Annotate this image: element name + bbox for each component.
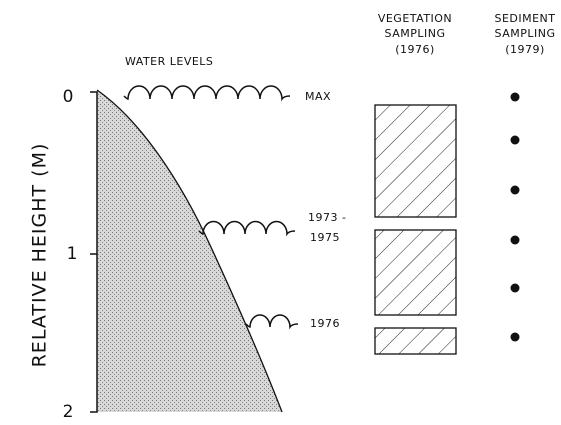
sediment-title: SAMPLING <box>495 27 556 40</box>
vegetation-sample <box>375 105 456 217</box>
axis <box>90 92 97 412</box>
sediment-sample <box>511 93 520 102</box>
sediment-sample <box>511 284 520 293</box>
vegetation-sample <box>375 230 456 315</box>
sediment-title: SEDIMENT <box>494 12 555 25</box>
vegetation-year: (1976) <box>395 43 435 56</box>
level-label: 1976 <box>310 317 340 330</box>
vegetation-title: SAMPLING <box>385 27 446 40</box>
water-level-wave <box>246 315 298 327</box>
vegetation-sample <box>375 328 456 354</box>
bank-profile <box>97 90 282 412</box>
vegetation-title: VEGETATION <box>378 12 452 25</box>
water-level-wave <box>124 86 290 99</box>
axis-label: RELATIVE HEIGHT (M) <box>29 143 51 368</box>
sediment-sample <box>511 333 520 342</box>
diagram: WATER LEVELS VEGETATION SAMPLING (1976) … <box>0 0 561 425</box>
level-label: 1973 - <box>308 211 346 224</box>
sediment-year: (1979) <box>505 43 545 56</box>
axis-tick-label: 0 <box>63 87 74 107</box>
level-label: 1975 <box>310 231 340 244</box>
water-level-wave <box>199 221 295 234</box>
sediment-sample <box>511 186 520 195</box>
water-levels-title: WATER LEVELS <box>125 55 213 68</box>
level-label: MAX <box>305 90 331 103</box>
axis-tick-label: 1 <box>67 244 78 264</box>
sediment-sample <box>511 136 520 145</box>
axis-tick-label: 2 <box>63 402 74 422</box>
sediment-sample <box>511 236 520 245</box>
